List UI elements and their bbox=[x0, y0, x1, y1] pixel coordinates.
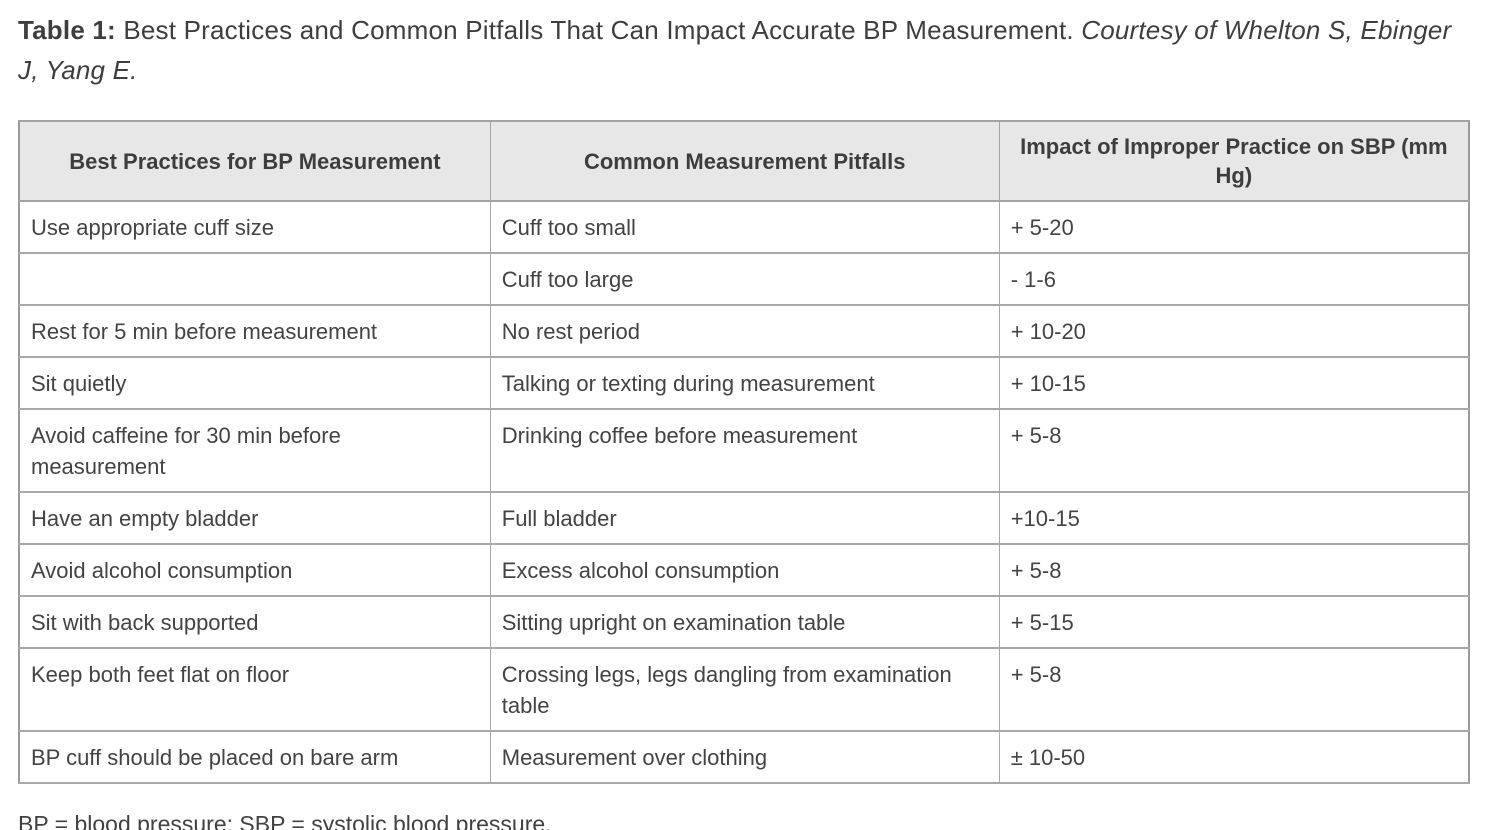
cell-impact: + 10-15 bbox=[998, 356, 1470, 410]
cell-best-practice bbox=[18, 252, 491, 306]
cell-pitfall: Cuff too small bbox=[489, 200, 1000, 254]
cell-impact: + 5-8 bbox=[998, 408, 1470, 493]
caption-courtesy: Courtesy of Whelton S, Ebinger J, Yang E… bbox=[18, 15, 1452, 85]
header-common-pitfalls: Common Measurement Pitfalls bbox=[489, 120, 1000, 202]
cell-pitfall: Cuff too large bbox=[489, 252, 1000, 306]
bp-measurement-table: Best Practices for BP Measurement Common… bbox=[18, 120, 1470, 784]
caption-text: Best Practices and Common Pitfalls That … bbox=[115, 15, 1082, 45]
cell-best-practice: Sit quietly bbox=[18, 356, 491, 410]
cell-impact: + 5-8 bbox=[998, 647, 1470, 732]
abbreviation-footnote: BP = blood pressure; SBP = systolic bloo… bbox=[18, 811, 552, 830]
cell-pitfall: Sitting upright on examination table bbox=[489, 595, 1000, 649]
table-row: Sit quietly Talking or texting during me… bbox=[18, 356, 1470, 410]
cell-impact: +10-15 bbox=[998, 491, 1470, 545]
cell-best-practice: Use appropriate cuff size bbox=[18, 200, 491, 254]
cell-pitfall: Measurement over clothing bbox=[489, 730, 1000, 784]
cell-best-practice: BP cuff should be placed on bare arm bbox=[18, 730, 491, 784]
cell-impact: + 5-8 bbox=[998, 543, 1470, 597]
header-impact-sbp: Impact of Improper Practice on SBP (mm H… bbox=[998, 120, 1470, 202]
cell-pitfall: Full bladder bbox=[489, 491, 1000, 545]
cell-best-practice: Rest for 5 min before measurement bbox=[18, 304, 491, 358]
cell-best-practice: Keep both feet flat on floor bbox=[18, 647, 491, 732]
cell-pitfall: Drinking coffee before measurement bbox=[489, 408, 1000, 493]
table-row: Keep both feet flat on floor Crossing le… bbox=[18, 647, 1470, 732]
cell-best-practice: Avoid alcohol consumption bbox=[18, 543, 491, 597]
table-row: Avoid caffeine for 30 min before measure… bbox=[18, 408, 1470, 493]
table-caption: Table 1: Best Practices and Common Pitfa… bbox=[18, 10, 1470, 90]
cell-pitfall: Excess alcohol consumption bbox=[489, 543, 1000, 597]
table-row: Cuff too large - 1-6 bbox=[18, 252, 1470, 306]
caption-label: Table 1: bbox=[18, 15, 116, 45]
cell-best-practice: Sit with back supported bbox=[18, 595, 491, 649]
table-row: Avoid alcohol consumption Excess alcohol… bbox=[18, 543, 1470, 597]
cell-impact: - 1-6 bbox=[998, 252, 1470, 306]
table-row: Use appropriate cuff size Cuff too small… bbox=[18, 200, 1470, 254]
cell-pitfall: Talking or texting during measurement bbox=[489, 356, 1000, 410]
cell-impact: ± 10-50 bbox=[998, 730, 1470, 784]
cell-best-practice: Have an empty bladder bbox=[18, 491, 491, 545]
cell-impact: + 5-20 bbox=[998, 200, 1470, 254]
cell-pitfall: No rest period bbox=[489, 304, 1000, 358]
table-row: Have an empty bladder Full bladder +10-1… bbox=[18, 491, 1470, 545]
table-row: Rest for 5 min before measurement No res… bbox=[18, 304, 1470, 358]
table-row: Sit with back supported Sitting upright … bbox=[18, 595, 1470, 649]
cell-pitfall: Crossing legs, legs dangling from examin… bbox=[489, 647, 1000, 732]
cell-best-practice: Avoid caffeine for 30 min before measure… bbox=[18, 408, 491, 493]
header-best-practices: Best Practices for BP Measurement bbox=[18, 120, 491, 202]
cell-impact: + 5-15 bbox=[998, 595, 1470, 649]
table-header-row: Best Practices for BP Measurement Common… bbox=[18, 120, 1470, 202]
cell-impact: + 10-20 bbox=[998, 304, 1470, 358]
table-row: BP cuff should be placed on bare arm Mea… bbox=[18, 730, 1470, 784]
